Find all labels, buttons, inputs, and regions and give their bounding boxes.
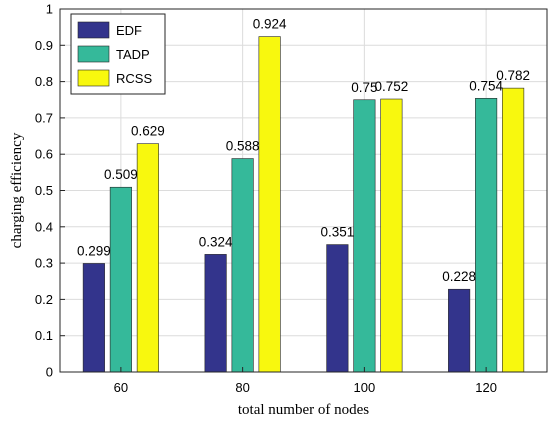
y-axis-title: charging efficiency [9,132,25,248]
bar-edf-80 [204,254,227,373]
y-axis-ticks: 0 0.1 0.2 0.3 0.4 0.5 0.6 0.7 0.8 0.9 1 [35,2,65,380]
data-label: 0.228 [442,269,476,284]
x-tick-label: 60 [114,380,128,395]
x-tick-label: 120 [475,380,497,395]
bar-tadp-80 [231,158,254,373]
bar-tadp-120 [475,97,498,373]
x-tick-label: 80 [235,380,249,395]
y-tick-label: 0.5 [35,183,53,198]
y-tick-label: 0.1 [35,328,53,343]
bar-rcss-120 [502,87,525,373]
y-tick-label: 0.2 [35,292,53,307]
y-tick-label: 0.3 [35,256,53,271]
data-label: 0.75 [351,80,377,95]
x-axis-ticks: 60 80 100 120 [114,367,497,395]
bar-rcss-60 [136,143,159,373]
legend-label-tadp: TADP [116,47,150,62]
data-label: 0.924 [253,17,287,32]
y-tick-label: 0 [46,365,53,380]
y-tick-label: 0.8 [35,74,53,89]
x-axis-title: total number of nodes [238,402,369,418]
bar-rcss-100 [380,98,403,373]
data-label: 0.299 [77,243,111,258]
y-tick-label: 0.6 [35,147,53,162]
legend-swatch-tadp [77,45,110,63]
legend-swatch-edf [77,21,110,39]
x-tick-label: 100 [354,380,376,395]
y-tick-label: 0.7 [35,110,53,125]
legend-label-rcss: RCSS [116,71,152,86]
data-labels: 0.2990.5090.6290.3240.5880.9240.3510.750… [77,17,530,285]
bars [82,36,525,373]
bar-tadp-60 [109,186,132,373]
bar-rcss-80 [258,36,281,373]
bar-edf-120 [448,288,471,373]
data-label: 0.754 [469,78,503,93]
bar-edf-100 [326,244,349,373]
data-label: 0.588 [226,139,260,154]
bar-edf-60 [82,263,105,373]
data-label: 0.782 [496,68,530,83]
data-label: 0.324 [199,234,233,249]
data-label: 0.629 [131,124,165,139]
y-tick-label: 0.4 [35,219,53,234]
legend-label-edf: EDF [116,23,142,38]
data-label: 0.509 [104,167,138,182]
data-label: 0.752 [374,79,408,94]
bar-tadp-100 [353,99,376,373]
legend-swatch-rcss [77,69,110,87]
y-tick-label: 1 [46,2,53,17]
data-label: 0.351 [320,225,354,240]
y-tick-label: 0.9 [35,38,53,53]
legend: EDF TADP RCSS [70,13,166,95]
